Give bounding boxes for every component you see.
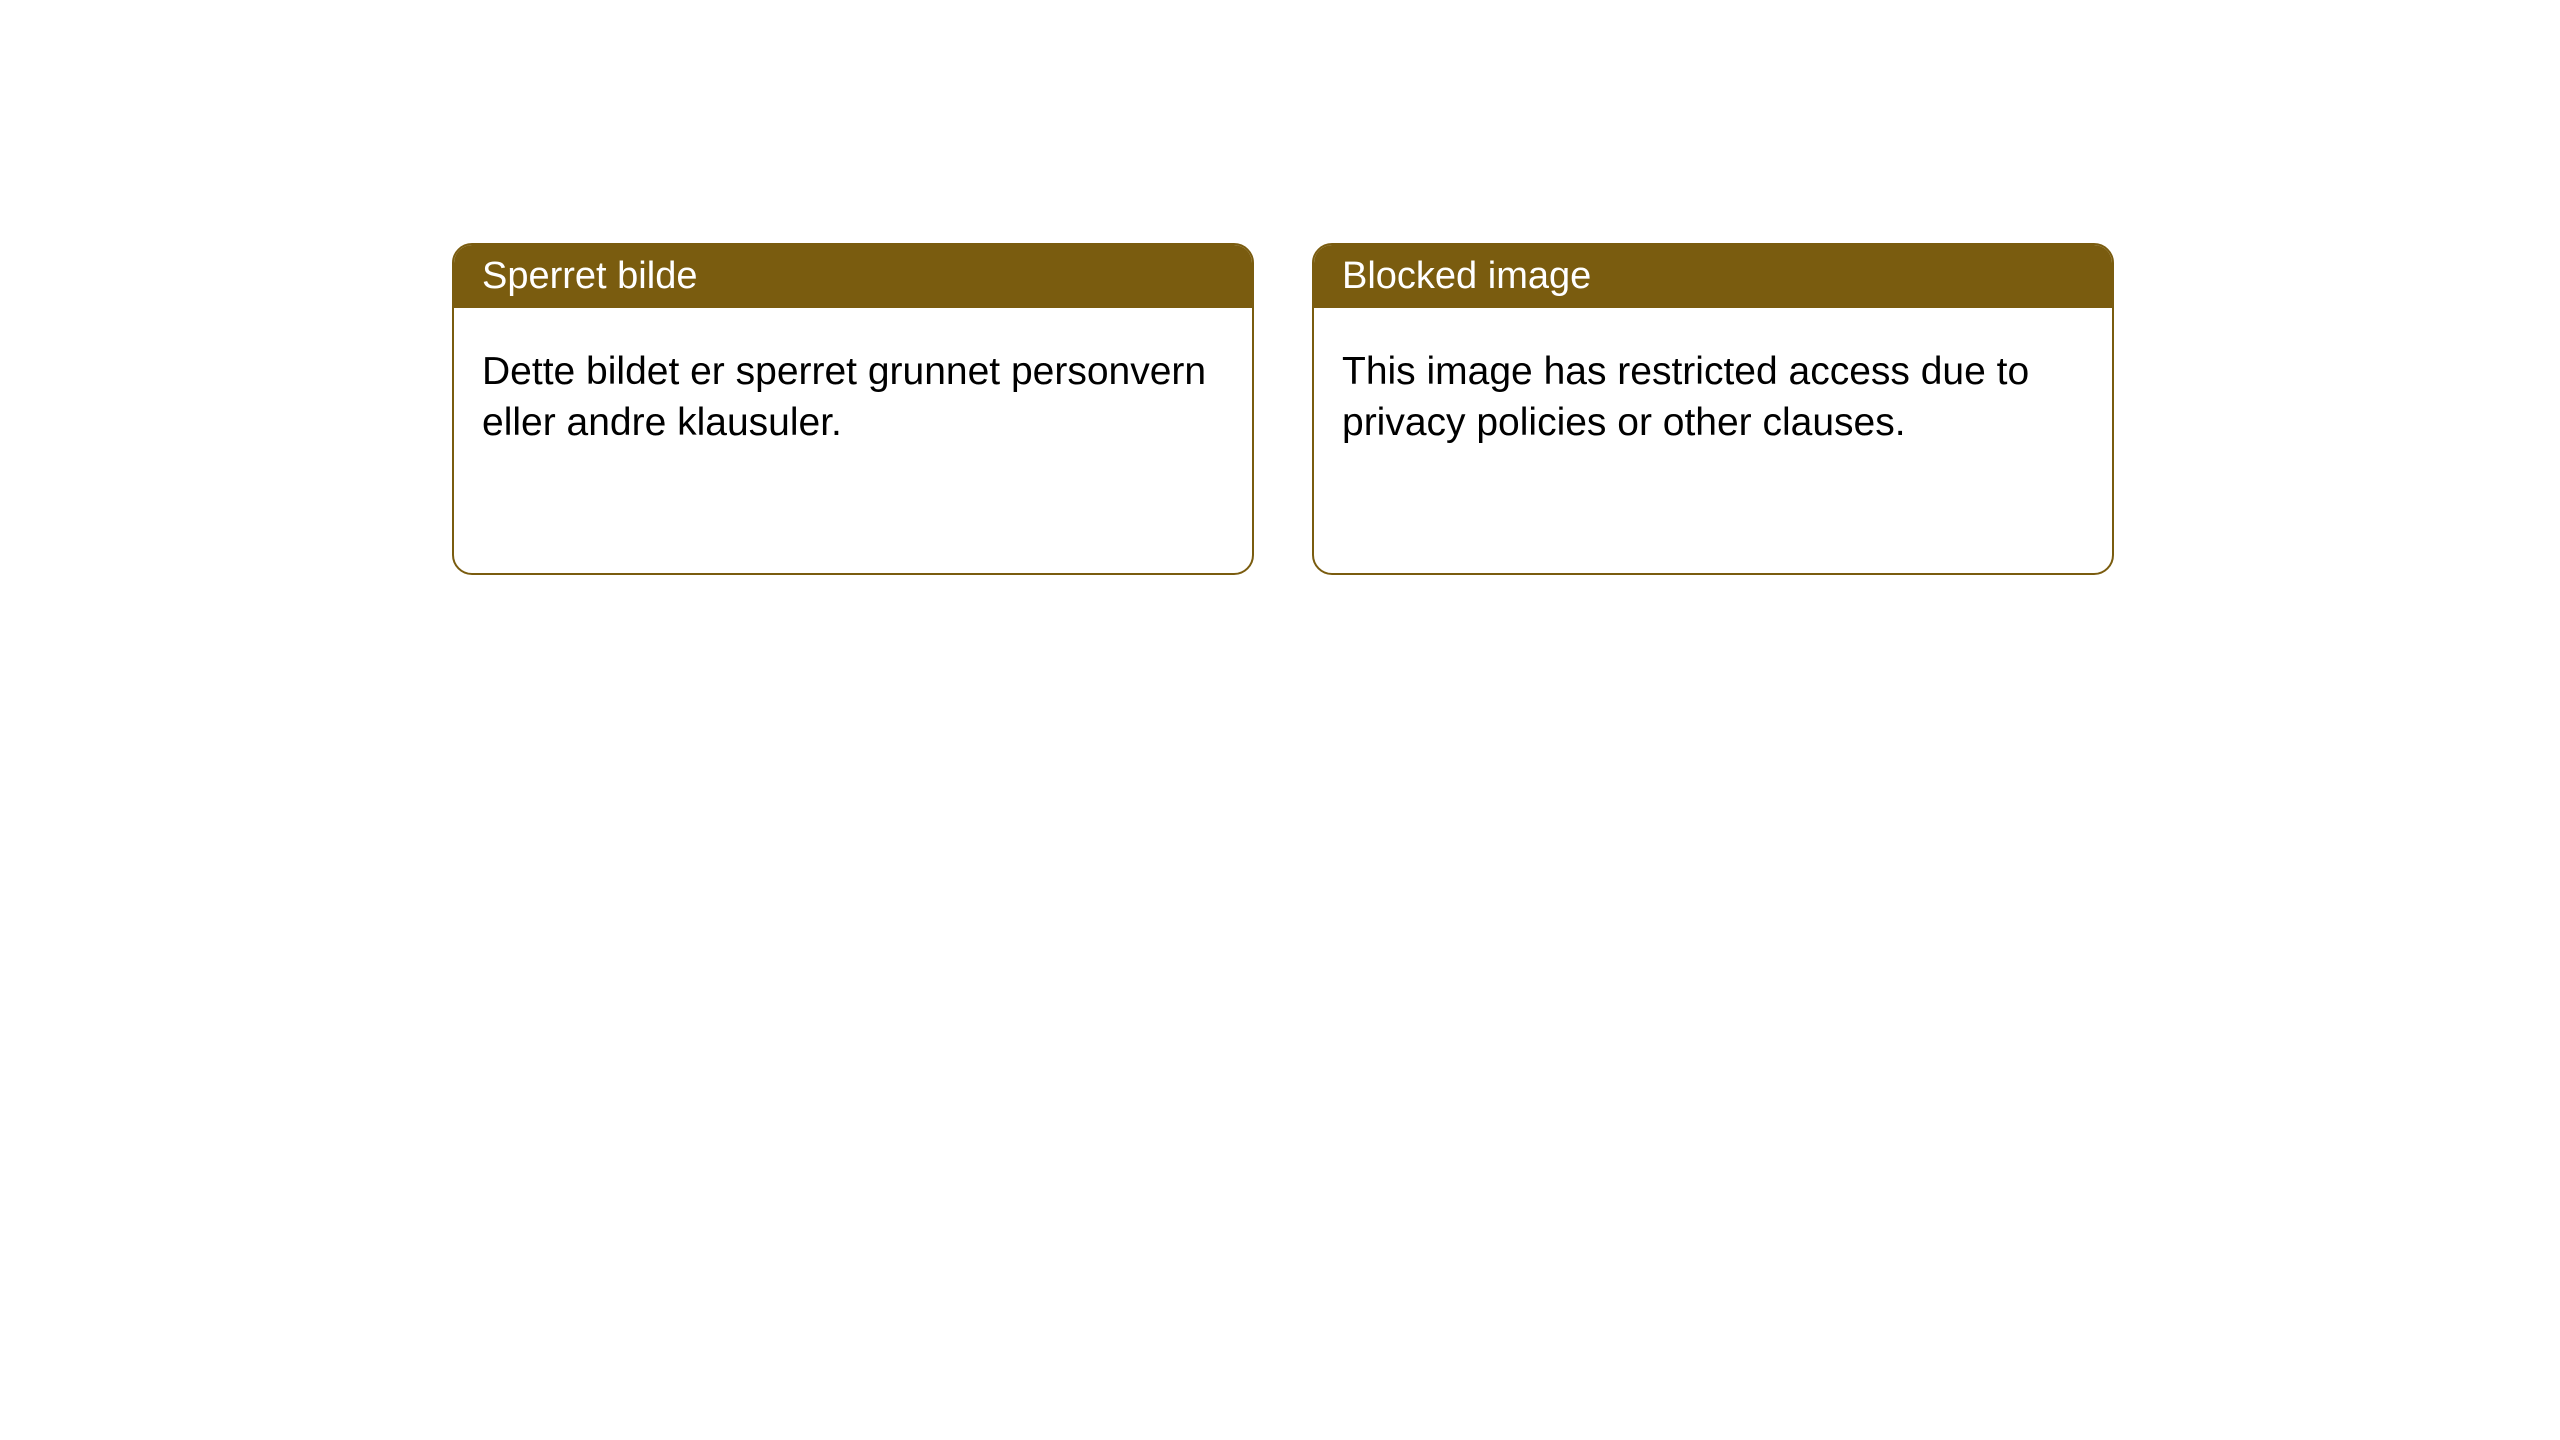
card-header: Sperret bilde — [454, 245, 1252, 308]
card-header: Blocked image — [1314, 245, 2112, 308]
card-body: Dette bildet er sperret grunnet personve… — [454, 308, 1252, 487]
card-body-text: This image has restricted access due to … — [1342, 350, 2029, 444]
blocked-image-card-en: Blocked image This image has restricted … — [1312, 243, 2114, 575]
card-title: Blocked image — [1342, 255, 1591, 297]
cards-container: Sperret bilde Dette bildet er sperret gr… — [0, 0, 2560, 575]
card-body: This image has restricted access due to … — [1314, 308, 2112, 487]
card-body-text: Dette bildet er sperret grunnet personve… — [482, 350, 1206, 444]
card-title: Sperret bilde — [482, 255, 697, 297]
blocked-image-card-no: Sperret bilde Dette bildet er sperret gr… — [452, 243, 1254, 575]
